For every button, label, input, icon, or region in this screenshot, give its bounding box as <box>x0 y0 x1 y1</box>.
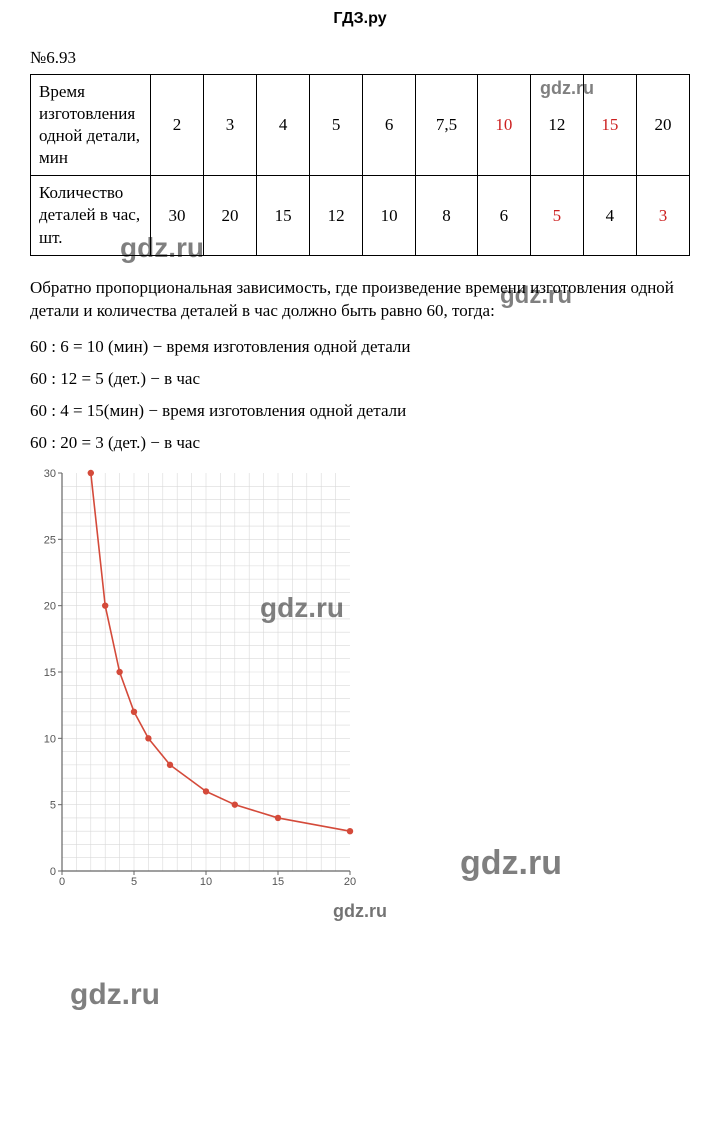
cell: 6 <box>363 75 416 176</box>
cell: 5 <box>310 75 363 176</box>
svg-text:0: 0 <box>59 876 65 885</box>
line-chart: 0 5 10 15 20 0 5 10 15 20 25 30 <box>30 465 360 885</box>
cell: 12 <box>310 176 363 255</box>
explanation-paragraph: Обратно пропорциональная зависимость, гд… <box>30 276 690 324</box>
cell: 20 <box>204 176 257 255</box>
svg-text:10: 10 <box>200 876 212 885</box>
cell: 15 <box>257 176 310 255</box>
site-header: ГДЗ.ру <box>30 10 690 28</box>
watermark: gdz.ru <box>460 844 562 883</box>
svg-text:15: 15 <box>44 667 56 679</box>
watermark: gdz.ru <box>70 978 160 1012</box>
footer-watermark: gdz.ru <box>30 901 690 922</box>
cell: 20 <box>636 75 689 176</box>
cell: 10 <box>363 176 416 255</box>
calc-line: 60 : 4 = 15(мин) − время изготовления од… <box>30 401 690 421</box>
svg-text:25: 25 <box>44 535 56 547</box>
row2-label: Количество деталей в час, шт. <box>31 176 151 255</box>
cell: 30 <box>151 176 204 255</box>
cell: 15 <box>583 75 636 176</box>
cell: 4 <box>257 75 310 176</box>
row1-label: Время изготовления одной детали, мин <box>31 75 151 176</box>
calc-line: 60 : 12 = 5 (дет.) − в час <box>30 369 690 389</box>
svg-text:10: 10 <box>44 734 56 746</box>
calc-line: 60 : 6 = 10 (мин) − время изготовления о… <box>30 337 690 357</box>
cell: 10 <box>477 75 530 176</box>
cell: 3 <box>636 176 689 255</box>
svg-text:30: 30 <box>44 468 56 480</box>
chart-container: 0 5 10 15 20 0 5 10 15 20 25 30 <box>30 465 360 885</box>
cell: 5 <box>530 176 583 255</box>
cell: 3 <box>204 75 257 176</box>
svg-text:5: 5 <box>131 876 137 885</box>
cell: 8 <box>416 176 478 255</box>
data-table: Время изготовления одной детали, мин 2 3… <box>30 74 690 256</box>
svg-text:20: 20 <box>344 876 356 885</box>
cell: 4 <box>583 176 636 255</box>
calc-line: 60 : 20 = 3 (дет.) − в час <box>30 433 690 453</box>
table-row: Время изготовления одной детали, мин 2 3… <box>31 75 690 176</box>
cell: 6 <box>477 176 530 255</box>
cell: 7,5 <box>416 75 478 176</box>
problem-number: №6.93 <box>30 48 690 68</box>
svg-text:0: 0 <box>50 866 56 878</box>
svg-text:5: 5 <box>50 800 56 812</box>
cell: 12 <box>530 75 583 176</box>
svg-text:15: 15 <box>272 876 284 885</box>
svg-text:20: 20 <box>44 601 56 613</box>
table-row: Количество деталей в час, шт. 30 20 15 1… <box>31 176 690 255</box>
cell: 2 <box>151 75 204 176</box>
